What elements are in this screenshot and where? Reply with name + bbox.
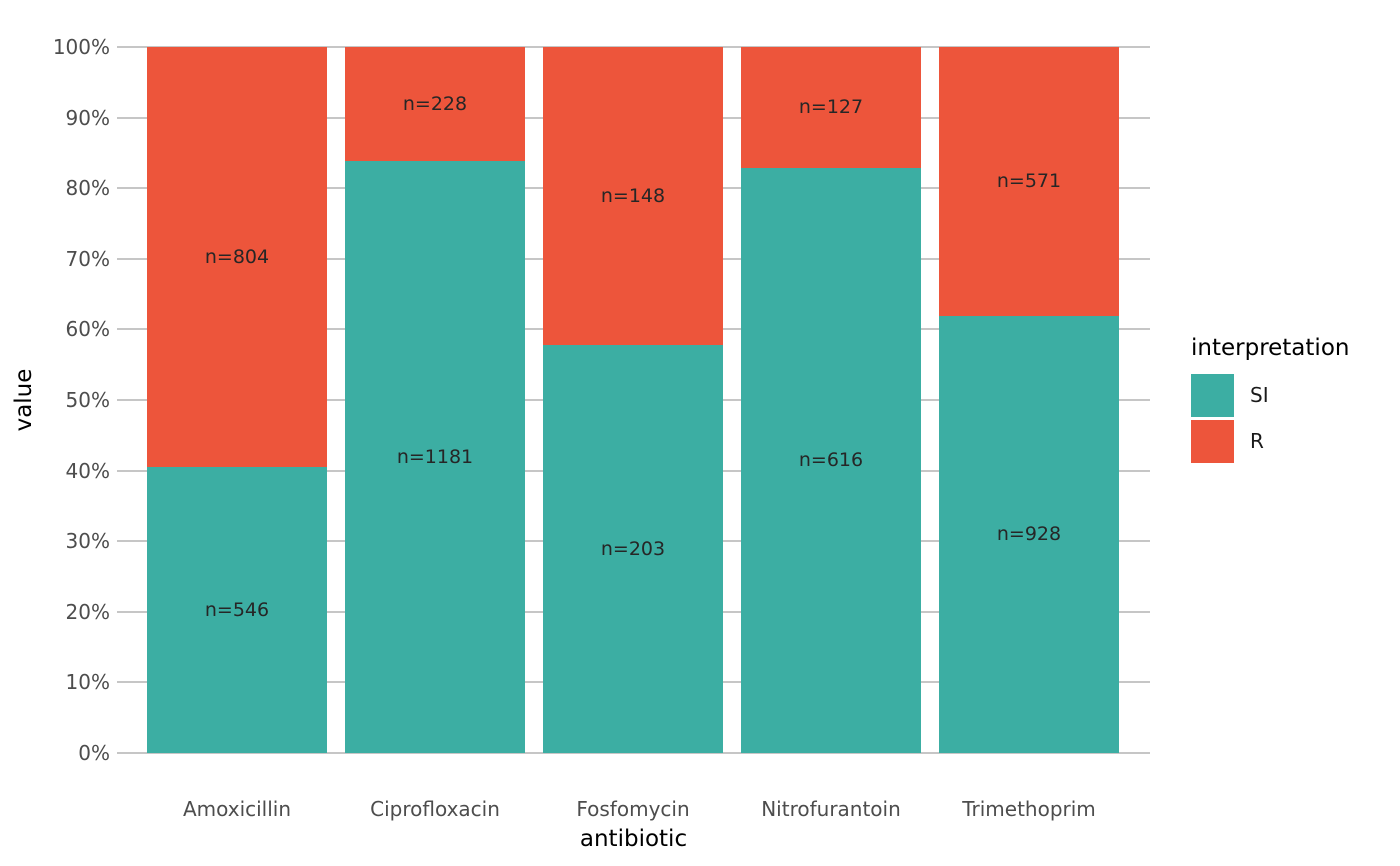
x-tick-label-fosfomycin: Fosfomycin xyxy=(576,797,690,821)
x-tick-label-amoxicillin: Amoxicillin xyxy=(182,797,292,821)
x-axis-title: antibiotic xyxy=(579,826,688,852)
count-label-r-amoxicillin: n=804 xyxy=(204,246,270,269)
count-label-si-nitrofurantoin: n=616 xyxy=(798,449,864,472)
bar-segment-si-trimethoprim xyxy=(939,315,1119,753)
legend-label-si: SI xyxy=(1250,383,1269,407)
x-tick-label-ciprofloxacin: Ciprofloxacin xyxy=(370,797,500,821)
y-tick-label-60-: 60% xyxy=(65,317,110,342)
count-label-si-trimethoprim: n=928 xyxy=(996,523,1062,546)
count-label-r-trimethoprim: n=571 xyxy=(996,170,1062,193)
count-label-si-fosfomycin: n=203 xyxy=(600,537,666,560)
count-label-r-ciprofloxacin: n=228 xyxy=(402,93,468,116)
bar-segment-r-amoxicillin xyxy=(147,47,327,468)
legend-label-r: R xyxy=(1250,429,1264,453)
y-tick-label-70-: 70% xyxy=(65,246,110,271)
y-tick-label-0-: 0% xyxy=(78,741,110,765)
count-label-r-nitrofurantoin: n=127 xyxy=(798,96,864,119)
y-axis-title: value xyxy=(11,368,37,432)
legend-title: interpretation xyxy=(1191,335,1350,361)
y-tick-label-30-: 30% xyxy=(65,529,110,554)
bar-segment-si-amoxicillin xyxy=(147,467,327,753)
bar-segment-r-ciprofloxacin xyxy=(345,47,525,162)
bar-segment-si-nitrofurantoin xyxy=(741,167,921,753)
gridline-0- xyxy=(117,752,1150,754)
x-tick-label-trimethoprim: Trimethoprim xyxy=(962,797,1096,821)
y-tick-label-40-: 40% xyxy=(65,458,110,483)
y-tick-label-100-: 100% xyxy=(52,35,110,59)
x-tick-label-nitrofurantoin: Nitrofurantoin xyxy=(761,797,901,821)
y-tick-label-90-: 90% xyxy=(65,105,110,130)
y-tick-label-80-: 80% xyxy=(65,176,110,201)
bar-segment-r-nitrofurantoin xyxy=(741,47,921,168)
bar-segment-si-ciprofloxacin xyxy=(345,161,525,753)
y-tick-label-10-: 10% xyxy=(65,670,110,695)
legend-swatch-si xyxy=(1191,374,1234,417)
bar-segment-si-fosfomycin xyxy=(543,344,723,753)
y-tick-label-50-: 50% xyxy=(65,388,110,412)
legend-swatch-r xyxy=(1191,420,1234,463)
bar-segment-r-fosfomycin xyxy=(543,47,723,345)
bar-segment-r-trimethoprim xyxy=(939,47,1119,316)
count-label-r-fosfomycin: n=148 xyxy=(600,184,666,207)
count-label-si-amoxicillin: n=546 xyxy=(204,599,270,622)
count-label-si-ciprofloxacin: n=1181 xyxy=(396,446,474,469)
y-tick-label-20-: 20% xyxy=(65,599,110,624)
